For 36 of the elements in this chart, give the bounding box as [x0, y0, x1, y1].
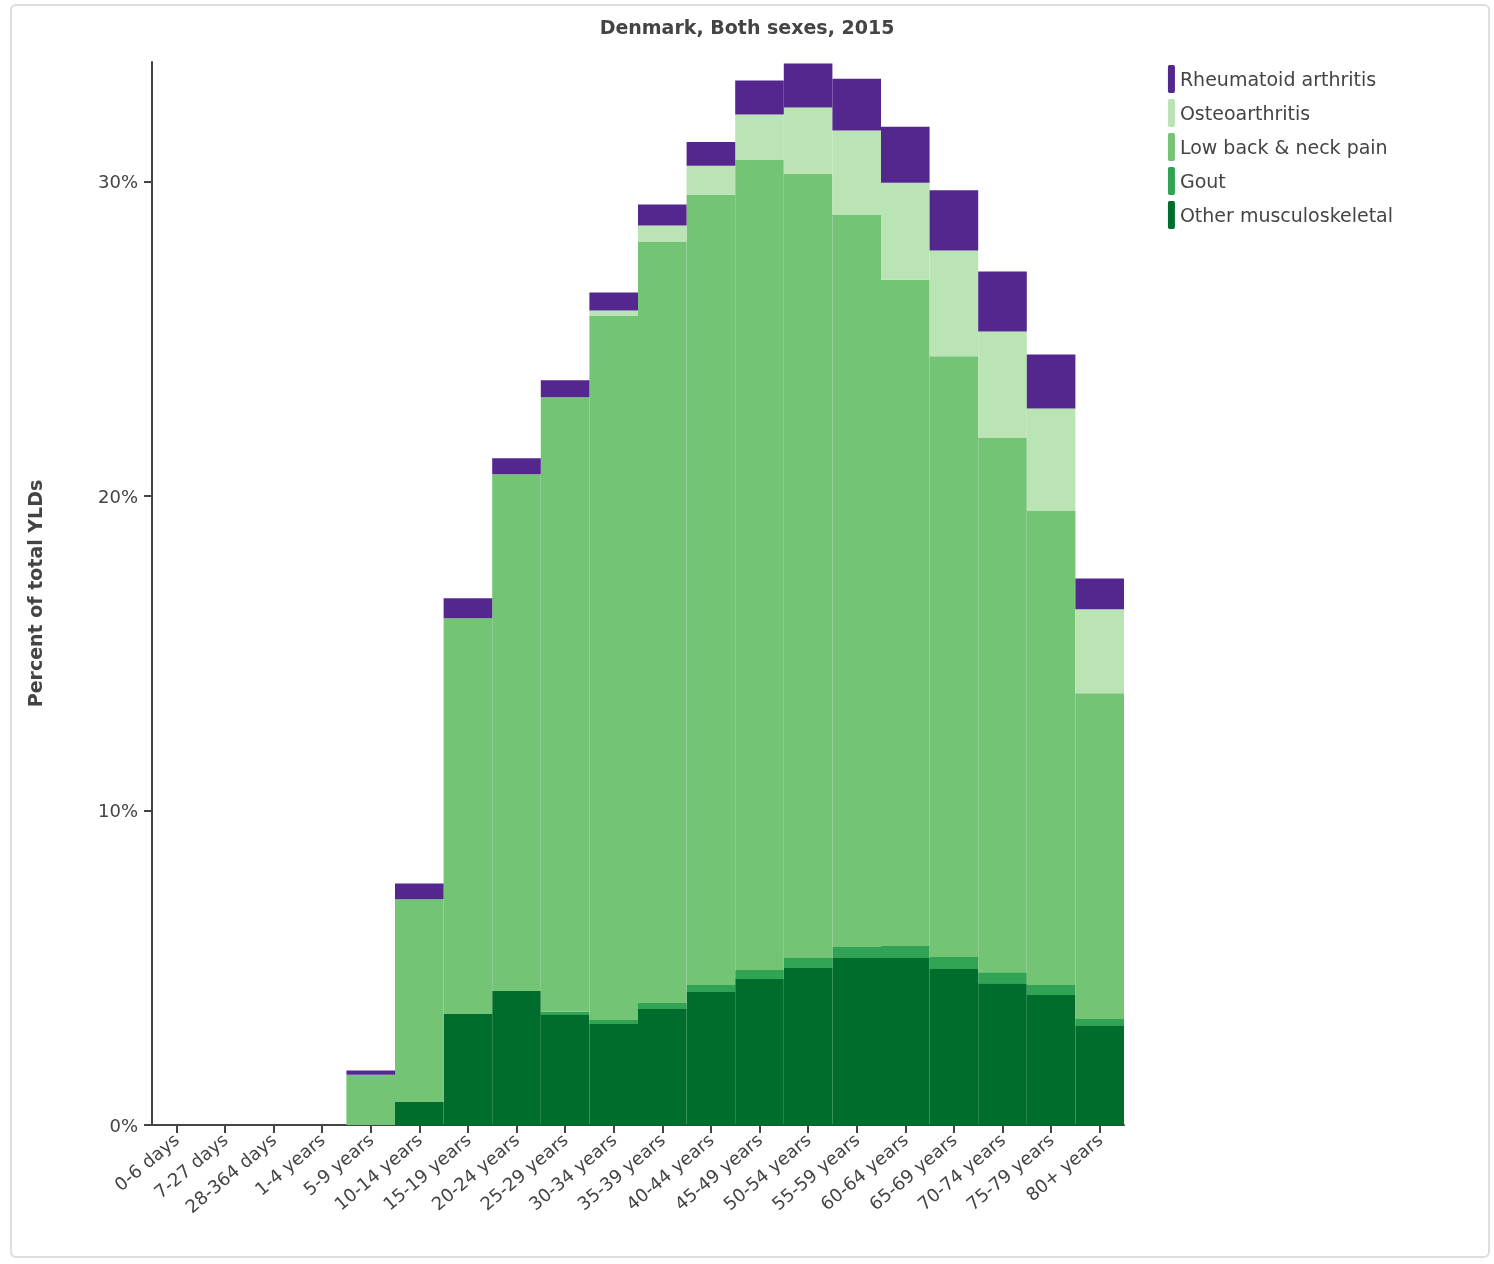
bar: [638, 225, 687, 242]
y-tick-label: 30%: [97, 171, 138, 193]
bar: [1075, 609, 1124, 694]
bar: [1075, 1019, 1124, 1026]
bar: [443, 598, 493, 619]
legend-label: Osteoarthritis: [1179, 102, 1311, 124]
bar: [735, 969, 784, 980]
bar: [783, 958, 833, 969]
bar: [638, 204, 687, 226]
bar: [540, 1011, 590, 1015]
bar: [1026, 354, 1076, 409]
bar: [929, 190, 979, 251]
bar: [395, 883, 444, 900]
bar: [686, 141, 736, 166]
bar: [346, 1070, 395, 1075]
bar: [589, 1019, 638, 1025]
bar: [978, 972, 1027, 984]
legend-label: Low back & neck pain: [1179, 136, 1388, 158]
chart-title: Denmark, Both sexes, 2015: [599, 15, 895, 38]
legend-label: Rheumatoid arthritis: [1179, 68, 1377, 90]
y-tick-label: 10%: [97, 800, 138, 821]
bar: [638, 1002, 687, 1009]
legend-label: Gout: [1179, 170, 1226, 192]
legend-label: Other musculoskeletal: [1179, 204, 1394, 226]
bar: [540, 380, 590, 398]
bar: [686, 165, 736, 195]
y-axis-title: Percent of total YLDs: [23, 479, 46, 708]
bar: [492, 458, 541, 475]
y-tick-label: 0%: [109, 1114, 138, 1136]
bar: [978, 271, 1027, 332]
bar: [1026, 985, 1076, 996]
bar: [589, 292, 638, 311]
bar: [1075, 578, 1124, 610]
bar: [686, 985, 736, 992]
y-tick-label: 20%: [97, 485, 138, 507]
bar: [589, 310, 638, 316]
